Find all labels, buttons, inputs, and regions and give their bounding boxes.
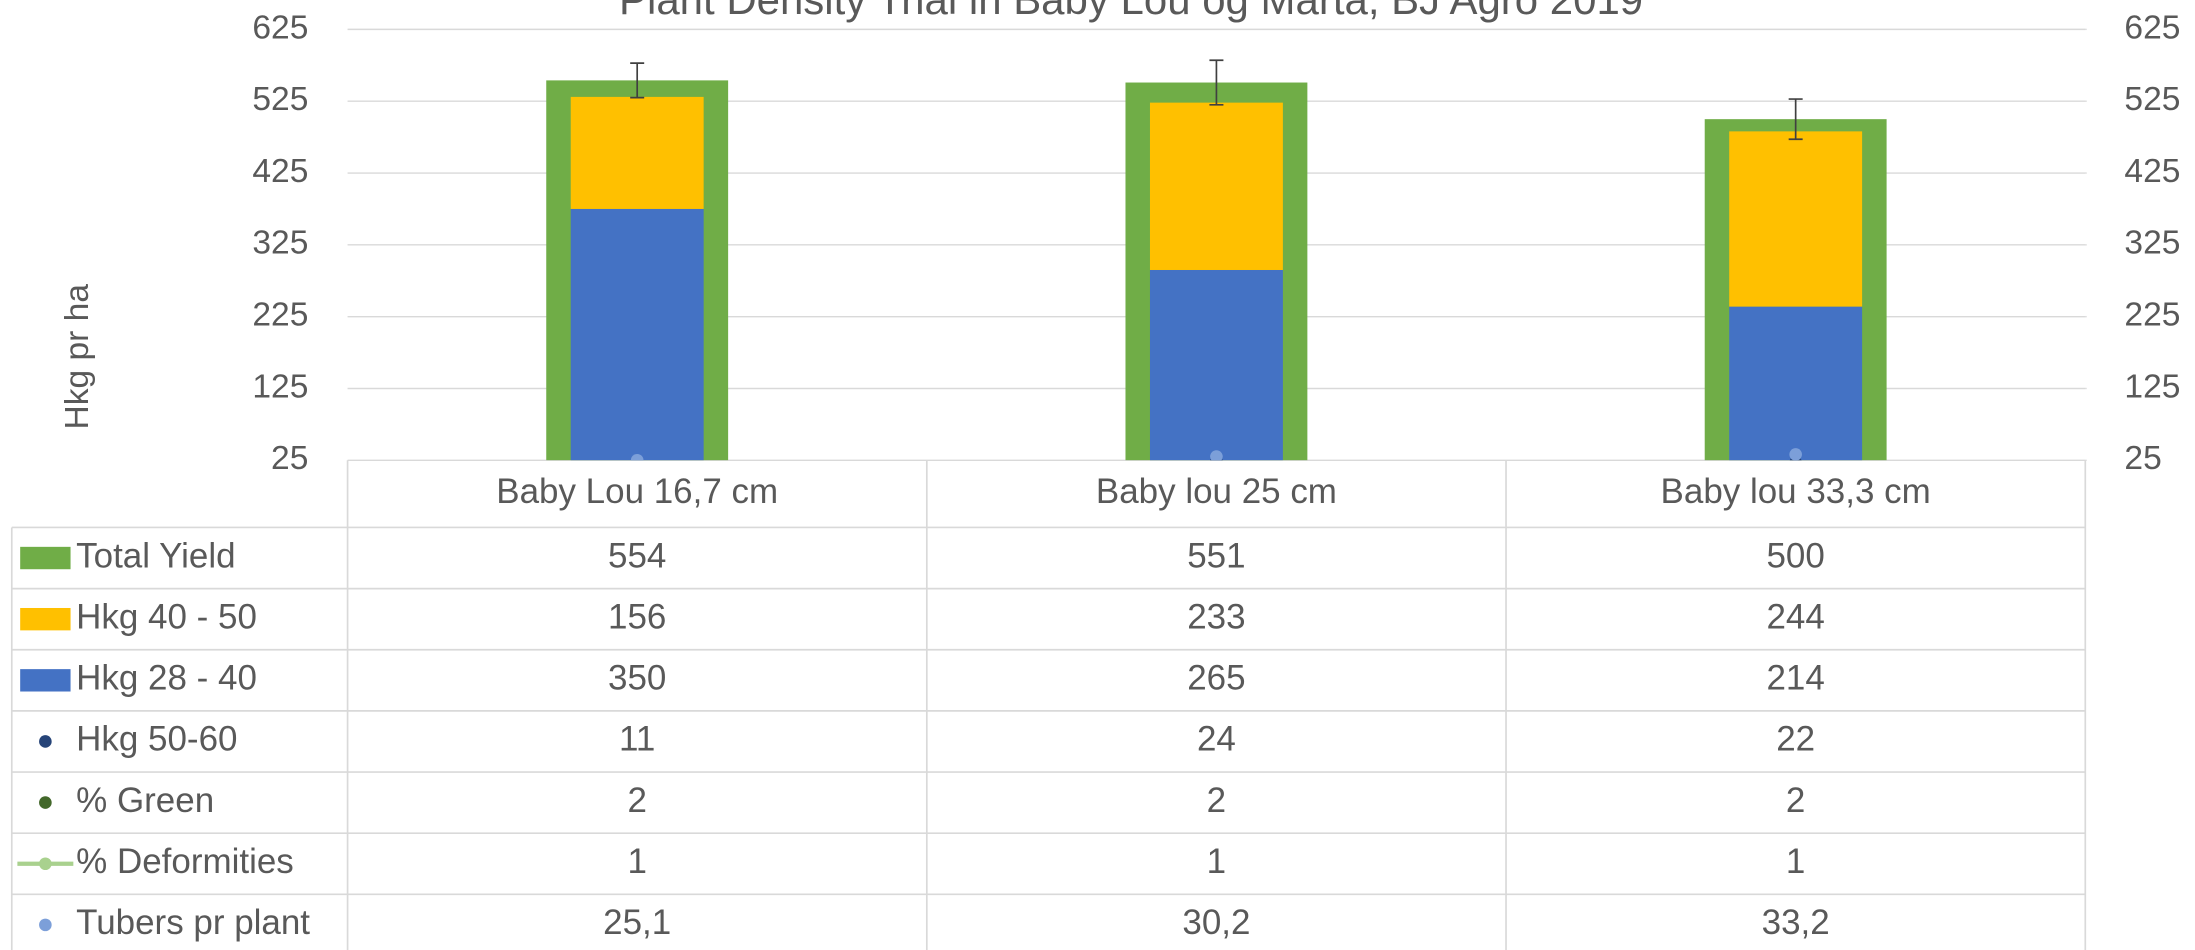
table-value: 551 xyxy=(1187,536,1245,575)
y2-tick-label: 625 xyxy=(2124,9,2180,46)
legend-key xyxy=(20,607,71,631)
y-axis-label: Hkg pr ha xyxy=(59,284,96,430)
stacked-bar xyxy=(1149,269,1283,461)
stacked-bar xyxy=(1149,102,1283,270)
plot-area xyxy=(546,80,1887,461)
chart-title: Plant Density Trial in Baby Lou og Marta… xyxy=(619,0,1643,23)
table-value: 1 xyxy=(627,842,646,881)
legend-label: Hkg 50-60 xyxy=(76,720,237,759)
stacked-bar xyxy=(570,96,704,209)
table-value: 350 xyxy=(608,659,666,698)
y2-tick-label: 325 xyxy=(2124,225,2180,262)
stacked-bar xyxy=(570,208,704,461)
table-value: 265 xyxy=(1187,659,1245,698)
point xyxy=(1789,448,1802,461)
legend-label: Tubers pr plant xyxy=(76,903,310,942)
table-value: 156 xyxy=(608,597,666,636)
legend-key xyxy=(39,857,52,871)
legend-label: Total Yield xyxy=(76,536,235,575)
legend-label: Hkg 28 - 40 xyxy=(76,659,257,698)
y-tick-label: 25 xyxy=(271,440,308,477)
legend-label: % Deformities xyxy=(76,842,294,881)
stacked-bar xyxy=(1729,306,1863,461)
stacked-bar xyxy=(1729,131,1863,307)
legend-key xyxy=(20,669,71,692)
table-value: 2 xyxy=(1207,781,1226,820)
x-tick-label: Baby lou 25 cm xyxy=(1096,472,1337,511)
legend-key xyxy=(20,546,71,570)
y-tick-label: 125 xyxy=(252,368,308,405)
table-value: 2 xyxy=(1786,781,1805,820)
legend-label: Hkg 40 - 50 xyxy=(76,597,257,636)
error-bar xyxy=(630,62,645,99)
table-value: 233 xyxy=(1187,597,1245,636)
error-bar xyxy=(1209,59,1224,106)
legend-key xyxy=(39,735,52,748)
table-value: 554 xyxy=(608,536,666,575)
y2-tick-label: 525 xyxy=(2124,81,2180,118)
y2-tick-label: 125 xyxy=(2124,368,2180,405)
legend-key xyxy=(39,918,52,932)
table-value: 24 xyxy=(1197,720,1236,759)
y-tick-label: 325 xyxy=(252,225,308,262)
y-tick-label: 425 xyxy=(252,153,308,190)
data-table: Baby Lou 16,7 cm Baby lou 25 cm Baby lou 3… xyxy=(10,460,2087,950)
y-tick-label: 525 xyxy=(252,81,308,118)
point xyxy=(630,453,644,461)
y2-tick-label: 225 xyxy=(2124,297,2180,334)
table-value: 25,1 xyxy=(603,903,671,942)
y2-tick-label: 25 xyxy=(2124,440,2161,477)
y-tick-label: 225 xyxy=(252,297,308,334)
y2-tick-label: 425 xyxy=(2124,153,2180,190)
table-value: 11 xyxy=(619,720,655,759)
legend-label: % Green xyxy=(76,781,214,820)
table-value: 33,2 xyxy=(1762,903,1830,942)
table-value: 214 xyxy=(1766,659,1824,698)
table-value: 2 xyxy=(627,781,646,820)
point xyxy=(1210,450,1223,461)
table-value: 244 xyxy=(1766,597,1824,636)
error-bar xyxy=(1788,98,1803,141)
x-tick-label: Baby Lou 16,7 cm xyxy=(496,472,778,511)
table-value: 30,2 xyxy=(1182,903,1250,942)
x-tick-label: Baby lou 33,3 cm xyxy=(1661,472,1931,511)
table-value: 22 xyxy=(1776,720,1815,759)
y-tick-label: 625 xyxy=(252,9,308,46)
legend-key xyxy=(39,796,52,809)
table-value: 1 xyxy=(1207,842,1226,881)
table-value: 500 xyxy=(1766,536,1824,575)
table-value: 1 xyxy=(1786,842,1805,881)
